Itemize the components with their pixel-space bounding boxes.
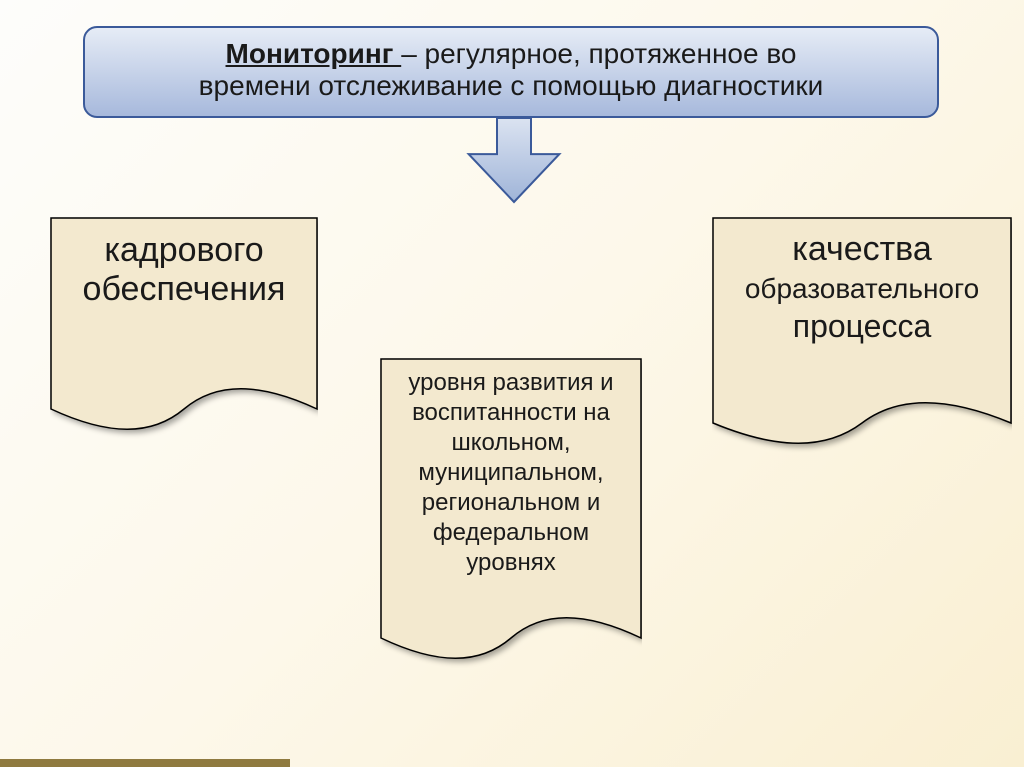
title-term: Мониторинг: [226, 38, 402, 69]
box-edu-quality-text: качества образовательного процесса: [712, 217, 1012, 345]
down-arrow: [460, 118, 568, 204]
title-definition-box: Мониторинг – регулярное, протяженное во …: [83, 26, 939, 118]
box1-line2: обеспечения: [62, 270, 306, 309]
box-staffing-text: кадрового обеспечения: [50, 217, 318, 309]
title-line1: Мониторинг – регулярное, протяженное во: [105, 38, 917, 70]
title-line2: времени отслеживание с помощью диагности…: [105, 70, 917, 102]
box-development-level: уровня развития и воспитанности на школь…: [380, 358, 642, 668]
slide-canvas: Мониторинг – регулярное, протяженное во …: [0, 0, 1024, 767]
accent-bar: [0, 759, 290, 767]
box-edu-quality: качества образовательного процесса: [712, 217, 1012, 453]
title-rest1: – регулярное, протяженное во: [401, 38, 796, 69]
box1-line1: кадрового: [62, 231, 306, 270]
box3-line3: процесса: [724, 308, 1000, 345]
box3-line1: качества: [724, 231, 1000, 268]
box-staffing: кадрового обеспечения: [50, 217, 318, 439]
box2-text: уровня развития и воспитанности на школь…: [380, 358, 642, 578]
box3-line2: образовательного: [724, 272, 1000, 306]
